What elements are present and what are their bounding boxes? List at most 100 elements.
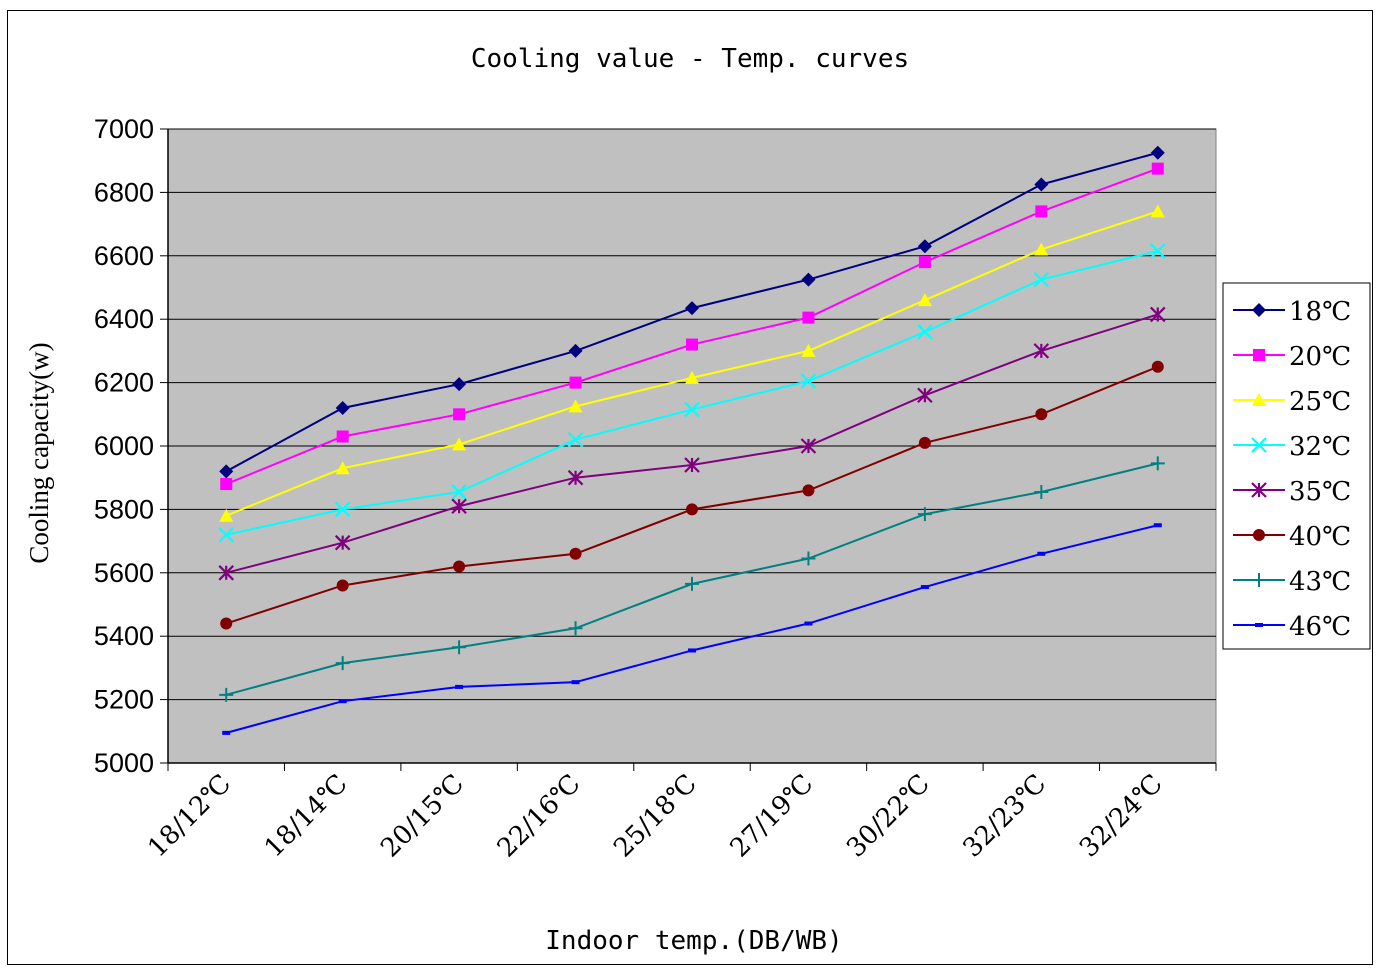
data-point	[1035, 408, 1048, 421]
data-point	[684, 401, 700, 418]
data-point	[801, 343, 816, 357]
data-point	[1251, 437, 1267, 453]
data-point	[569, 547, 582, 560]
data-point	[567, 431, 584, 448]
legend-label: 43℃	[1289, 567, 1351, 597]
data-point	[1252, 393, 1266, 406]
data-point	[452, 437, 467, 451]
data-point	[800, 373, 817, 389]
data-point	[1255, 623, 1263, 627]
series	[222, 523, 1162, 735]
series	[218, 243, 1166, 543]
legend-label: 18℃	[1289, 297, 1351, 327]
data-point	[686, 338, 698, 351]
legend-item: 35℃	[1233, 477, 1351, 507]
data-point	[1034, 177, 1049, 192]
data-point	[917, 324, 933, 340]
y-tick-label: 5200	[94, 685, 154, 715]
data-point	[1150, 243, 1166, 259]
data-point	[451, 498, 467, 515]
x-tick-label: 22/16℃	[492, 769, 587, 864]
data-point	[802, 311, 815, 324]
legend-item: 25℃	[1233, 387, 1351, 417]
series-group	[218, 145, 1166, 735]
data-point	[455, 684, 464, 689]
legend-label: 32℃	[1289, 432, 1351, 462]
data-point	[452, 377, 467, 392]
data-point	[568, 621, 583, 636]
data-point	[800, 438, 817, 454]
data-point	[334, 501, 351, 518]
legend-item: 40℃	[1233, 522, 1351, 552]
y-tick-label: 6800	[94, 177, 154, 207]
series	[220, 360, 1164, 630]
legend: 18℃ 20℃ 25℃ 32℃ 35℃ 40℃ 43℃ 46℃	[1222, 282, 1371, 650]
x-tick-label: 25/18℃	[608, 769, 703, 864]
x-tick-label: 32/23℃	[958, 769, 1053, 864]
data-point	[801, 551, 816, 566]
x-tick-label: 18/12℃	[142, 769, 237, 864]
data-point	[452, 640, 467, 655]
chart: Cooling value - Temp. curves 5000 5200 540…	[24, 44, 1371, 956]
legend-label: 20℃	[1289, 342, 1351, 372]
y-axis-label: Cooling capacity(w)	[24, 342, 54, 563]
chart-frame: Cooling value - Temp. curves 5000 5200 540…	[7, 10, 1373, 965]
data-point	[685, 576, 699, 591]
data-point	[688, 648, 696, 653]
y-tick-label: 5600	[94, 558, 154, 588]
data-point	[571, 680, 580, 685]
legend-item: 43℃	[1233, 567, 1351, 597]
data-point	[567, 469, 584, 486]
data-point	[1252, 573, 1266, 587]
series	[219, 456, 1165, 702]
legend-label: 40℃	[1289, 522, 1351, 552]
x-tick-label: 30/22℃	[841, 769, 936, 864]
data-point	[1253, 529, 1265, 541]
data-point	[334, 534, 351, 551]
legend-item: 18℃	[1233, 297, 1351, 327]
series	[220, 162, 1164, 491]
data-point	[684, 457, 700, 473]
y-tick-label: 5800	[94, 494, 154, 524]
data-point	[220, 617, 233, 630]
x-axis-ticks: 18/12℃ 18/14℃ 20/15℃ 22/16℃ 25/18℃ 27/19℃ 30/2…	[142, 763, 1217, 864]
legend-item: 32℃	[1233, 432, 1351, 462]
data-point	[917, 507, 932, 522]
data-point	[1034, 242, 1049, 256]
y-axis-ticks: 5000 5200 5400 5600 5800 6000 6200 6400 6600 6800…	[94, 114, 168, 778]
data-point	[920, 585, 929, 590]
legend-label: 46℃	[1289, 612, 1351, 642]
x-tick-label: 20/15℃	[375, 769, 470, 864]
data-point	[1150, 145, 1165, 160]
data-point	[1150, 456, 1165, 471]
data-point	[1034, 484, 1049, 499]
data-point	[1033, 271, 1050, 288]
y-tick-label: 6200	[94, 368, 154, 398]
x-tick-label: 27/19℃	[725, 769, 820, 864]
x-tick-label: 32/24℃	[1074, 769, 1169, 864]
y-tick-label: 7000	[94, 114, 154, 144]
legend-item: 20℃	[1233, 342, 1351, 372]
data-point	[569, 376, 582, 389]
chart-title: Cooling value - Temp. curves	[471, 44, 909, 74]
legend-item: 46℃	[1233, 612, 1351, 642]
data-point	[453, 408, 466, 421]
data-point	[453, 560, 466, 573]
data-point	[685, 301, 699, 316]
y-tick-label: 6600	[94, 241, 154, 271]
data-point	[1151, 162, 1164, 175]
data-point	[568, 399, 583, 413]
data-point	[222, 730, 231, 735]
data-point	[685, 370, 699, 384]
data-point	[917, 239, 932, 254]
y-tick-label: 5000	[94, 748, 154, 778]
data-point	[1033, 343, 1050, 359]
data-point	[1150, 204, 1165, 218]
data-point	[218, 526, 234, 543]
data-point	[801, 272, 816, 287]
data-point	[1252, 303, 1266, 317]
data-point	[1150, 306, 1166, 323]
data-point	[338, 699, 347, 704]
data-point	[336, 579, 349, 592]
data-point	[451, 484, 467, 500]
